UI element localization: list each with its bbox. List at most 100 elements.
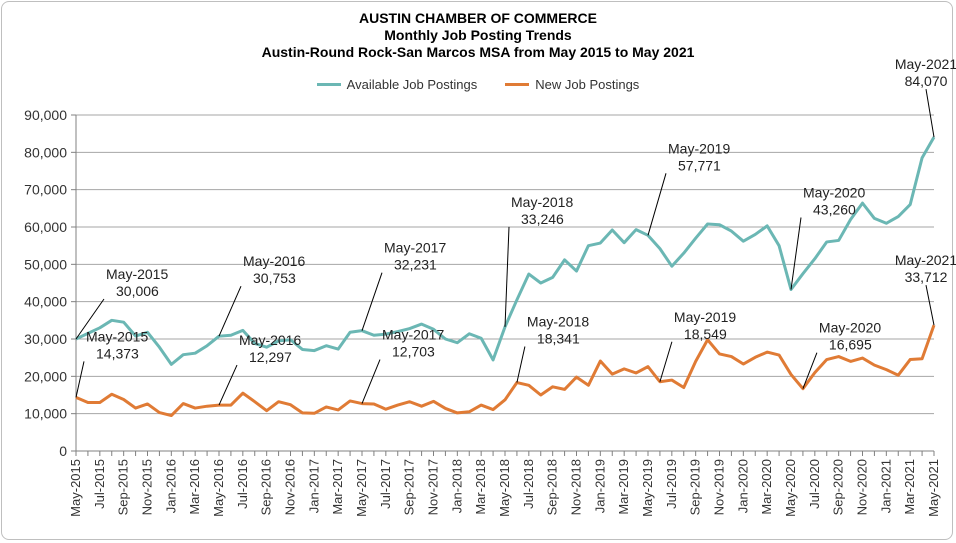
chart-subtitle: Monthly Job Posting Trends	[384, 27, 572, 43]
x-tick-label: Jan-2020	[735, 459, 750, 513]
x-tick-label: Nov-2016	[283, 459, 298, 515]
x-tick-label: Sep-2016	[259, 459, 274, 515]
callout-leader	[802, 352, 818, 389]
y-tick-label: 80,000	[24, 144, 67, 160]
callout-leader	[516, 346, 526, 383]
x-tick-label: Sep-2015	[116, 459, 131, 515]
y-tick-label: 30,000	[24, 331, 67, 347]
chart-subtitle-2: Austin-Round Rock-San Marcos MSA from Ma…	[261, 44, 695, 60]
x-tick-label: Mar-2016	[187, 459, 202, 515]
x-tick-label: Jul-2016	[235, 459, 250, 509]
callout-leader	[504, 226, 510, 327]
x-tick-label: Jan-2019	[592, 459, 607, 513]
callout-date-label: May-2016	[243, 253, 305, 269]
callout-leader	[75, 298, 105, 340]
callout-leader	[218, 364, 238, 406]
x-tick-label: Jul-2020	[807, 459, 822, 509]
callout-value-label: 18,341	[537, 331, 580, 347]
callout-value-label: 30,006	[116, 283, 159, 299]
y-tick-label: 20,000	[24, 368, 67, 384]
x-tick-label: May-2020	[783, 459, 798, 517]
y-tick-label: 0	[59, 443, 67, 459]
x-tick-label: Jul-2019	[664, 459, 679, 509]
callout-value-label: 14,373	[96, 345, 139, 361]
x-tick-label: Jul-2015	[92, 459, 107, 509]
callout-leader	[659, 341, 673, 382]
x-tick-label: Nov-2017	[426, 459, 441, 515]
callout-date-label: May-2021	[895, 252, 956, 268]
chart-titles: AUSTIN CHAMBER OF COMMERCE Monthly Job P…	[0, 10, 956, 61]
x-tick-label: Jul-2018	[521, 459, 536, 509]
callout-value-label: 30,753	[253, 270, 296, 286]
y-tick-label: 90,000	[24, 107, 67, 123]
callout-date-label: May-2019	[668, 140, 730, 156]
x-tick-label: Jan-2018	[449, 459, 464, 513]
callout-leader	[647, 173, 667, 236]
callout-value-label: 18,549	[684, 326, 727, 342]
callout-date-label: May-2020	[819, 320, 881, 336]
callout-leader	[925, 285, 935, 326]
callout-leader	[361, 272, 383, 331]
x-tick-label: Sep-2019	[688, 459, 703, 515]
y-tick-label: 70,000	[24, 182, 67, 198]
x-tick-label: Nov-2020	[855, 459, 870, 515]
callout-date-label: May-2015	[106, 266, 168, 282]
callout-leader	[361, 359, 381, 404]
series-line-available	[75, 136, 936, 366]
y-tick-label: 60,000	[24, 219, 67, 235]
legend-item-new: New Job Postings	[505, 77, 639, 92]
callout-date-label: May-2015	[86, 328, 148, 344]
x-tick-label: Mar-2020	[759, 459, 774, 515]
legend-label-available: Available Job Postings	[346, 77, 478, 92]
callout-value-label: 57,771	[678, 157, 721, 173]
x-tick-label: Sep-2020	[831, 459, 846, 515]
callout-leader	[925, 89, 935, 138]
callout-value-label: 12,703	[392, 344, 435, 360]
callout-value-label: 43,260	[813, 201, 856, 217]
callout-date-label: May-2016	[239, 332, 301, 348]
x-tick-label: Nov-2015	[140, 459, 155, 515]
x-tick-label: May-2018	[497, 459, 512, 517]
legend-label-new: New Job Postings	[535, 77, 640, 92]
y-tick-label: 10,000	[24, 406, 67, 422]
callout-value-label: 33,712	[905, 269, 948, 285]
callout-date-label: May-2020	[803, 184, 865, 200]
x-tick-label: Nov-2019	[712, 459, 727, 515]
x-tick-label: Sep-2018	[545, 459, 560, 515]
callout-leader	[218, 285, 242, 337]
callout-leader	[75, 361, 85, 398]
legend-swatch-available	[316, 83, 341, 86]
callout-value-label: 32,231	[394, 257, 437, 273]
x-tick-label: Mar-2018	[473, 459, 488, 515]
callout-date-label: May-2017	[382, 327, 444, 343]
x-tick-label: Mar-2019	[616, 459, 631, 515]
x-tick-label: Jan-2021	[878, 459, 893, 513]
callout-leader	[790, 217, 802, 290]
x-tick-label: Mar-2021	[902, 459, 917, 515]
callout-date-label: May-2018	[511, 194, 573, 210]
x-tick-label: Nov-2018	[569, 459, 584, 515]
x-tick-label: May-2017	[354, 459, 369, 517]
callout-value-label: 12,297	[249, 349, 292, 365]
callout-value-label: 33,246	[521, 211, 564, 227]
x-tick-label: Mar-2017	[330, 459, 345, 515]
x-tick-label: Sep-2017	[402, 459, 417, 515]
x-tick-label: May-2016	[211, 459, 226, 517]
x-tick-label: May-2021	[926, 459, 941, 517]
callout-date-label: May-2018	[527, 314, 589, 330]
chart-title: AUSTIN CHAMBER OF COMMERCE	[359, 10, 597, 26]
y-tick-label: 50,000	[24, 256, 67, 272]
x-tick-label: May-2015	[68, 459, 83, 517]
chart-legend: Available Job Postings New Job Postings	[0, 77, 956, 92]
callout-date-label: May-2021	[895, 56, 956, 72]
y-tick-label: 40,000	[24, 294, 67, 310]
callout-date-label: May-2019	[674, 309, 736, 325]
callout-value-label: 16,695	[829, 337, 872, 353]
x-tick-label: Jan-2017	[306, 459, 321, 513]
callout-value-label: 84,070	[905, 73, 948, 89]
legend-item-available: Available Job Postings	[316, 77, 478, 92]
x-tick-label: Jul-2017	[378, 459, 393, 509]
callout-date-label: May-2017	[384, 240, 446, 256]
